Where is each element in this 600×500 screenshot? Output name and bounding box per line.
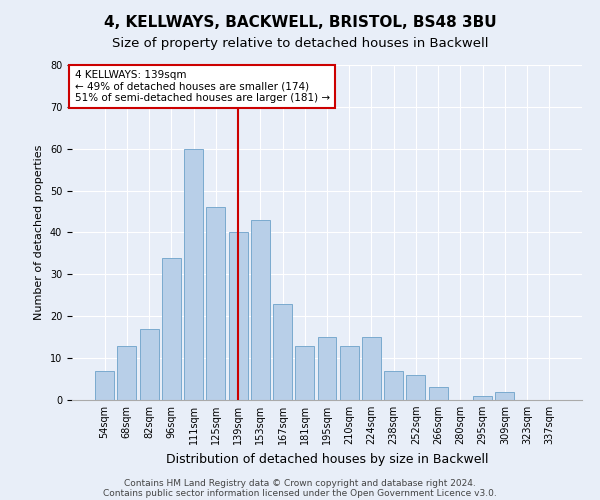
Bar: [229, 232, 248, 400]
Bar: [429, 388, 448, 400]
Bar: [317, 337, 337, 400]
Y-axis label: Number of detached properties: Number of detached properties: [34, 145, 44, 320]
Bar: [140, 329, 158, 400]
Bar: [473, 396, 492, 400]
Text: Contains public sector information licensed under the Open Government Licence v3: Contains public sector information licen…: [103, 488, 497, 498]
X-axis label: Distribution of detached houses by size in Backwell: Distribution of detached houses by size …: [166, 452, 488, 466]
Bar: [362, 337, 381, 400]
Bar: [162, 258, 181, 400]
Bar: [273, 304, 292, 400]
Bar: [496, 392, 514, 400]
Bar: [95, 370, 114, 400]
Text: Contains HM Land Registry data © Crown copyright and database right 2024.: Contains HM Land Registry data © Crown c…: [124, 478, 476, 488]
Bar: [118, 346, 136, 400]
Bar: [406, 375, 425, 400]
Bar: [295, 346, 314, 400]
Text: 4 KELLWAYS: 139sqm
← 49% of detached houses are smaller (174)
51% of semi-detach: 4 KELLWAYS: 139sqm ← 49% of detached hou…: [74, 70, 329, 103]
Text: Size of property relative to detached houses in Backwell: Size of property relative to detached ho…: [112, 38, 488, 51]
Bar: [184, 148, 203, 400]
Bar: [340, 346, 359, 400]
Bar: [206, 208, 225, 400]
Text: 4, KELLWAYS, BACKWELL, BRISTOL, BS48 3BU: 4, KELLWAYS, BACKWELL, BRISTOL, BS48 3BU: [104, 15, 496, 30]
Bar: [384, 370, 403, 400]
Bar: [251, 220, 270, 400]
